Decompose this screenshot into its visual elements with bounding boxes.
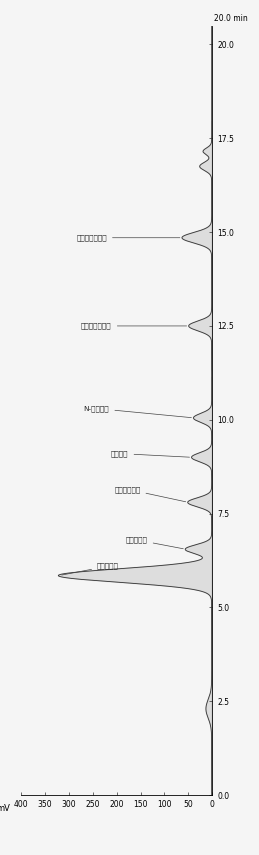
Text: mV: mV — [0, 805, 10, 813]
Text: 盐酸克仑巴尔布: 盐酸克仑巴尔布 — [76, 234, 180, 241]
Text: 肃布丁洛尔: 肃布丁洛尔 — [62, 563, 119, 575]
Text: 特布丁洛尔: 特布丁洛尔 — [126, 537, 183, 549]
Text: N-乙基之法: N-乙基之法 — [84, 405, 191, 417]
Text: 克仑多巴尔氨: 克仑多巴尔氨 — [114, 486, 186, 502]
Text: 盐酸山布丁洛尔: 盐酸山布丁洛尔 — [81, 322, 186, 329]
Text: 20.0 min: 20.0 min — [214, 15, 248, 23]
Text: 盐酸克仑: 盐酸克仑 — [111, 451, 190, 457]
